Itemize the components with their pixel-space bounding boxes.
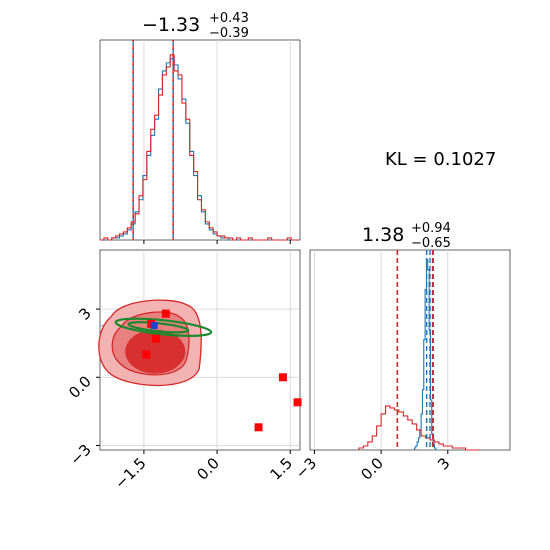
title-param-2: 1.38 [362,224,404,246]
histogram-series-2 [100,54,300,241]
title-param-1-sup: +0.43 [209,11,249,26]
green-contour-outer [114,317,213,337]
histogram-series-2 [358,405,479,451]
joint-plot: −1.5 0.0 1.5−30.03 [65,249,302,493]
title-param-2-sup: +0.94 [411,221,451,236]
title-param-1: −1.33 [142,14,200,36]
title-param-1-sub: −0.39 [209,26,249,41]
plot-frame-2 [309,249,511,451]
scatter-point [101,325,103,327]
red-marker [142,350,151,359]
red-marker [293,398,302,407]
y-tick-label: −3 [66,441,94,469]
y-tick-label: 3 [75,304,94,323]
kl-label: KL = 0.1027 [385,149,496,170]
scatter-point [102,324,104,327]
red-marker [254,423,263,432]
contour-inner [125,329,186,374]
marginal-histogram-1: −1.33 +0.43 −0.39 [99,11,301,244]
blue-marker [150,322,158,329]
plot-frame-1 [99,39,301,241]
x-tick-label: −1.5 [111,454,149,492]
y-tick-label: 0.0 [65,372,95,402]
x-tick-label: −3 [292,454,320,482]
green-contour-inner [127,321,190,334]
x-tick-label: 0.0 [357,454,387,484]
histogram-series-1 [100,58,300,241]
marginal-histogram-2: −3 0.0 3 1.38 +0.94 −0.65 [292,221,511,484]
x-tick-label: 3 [434,454,453,473]
x-tick-label: 0.0 [193,454,223,484]
red-marker [278,373,287,382]
title-param-2-sub: −0.65 [411,236,451,251]
red-marker [152,334,161,343]
red-marker [161,309,170,318]
